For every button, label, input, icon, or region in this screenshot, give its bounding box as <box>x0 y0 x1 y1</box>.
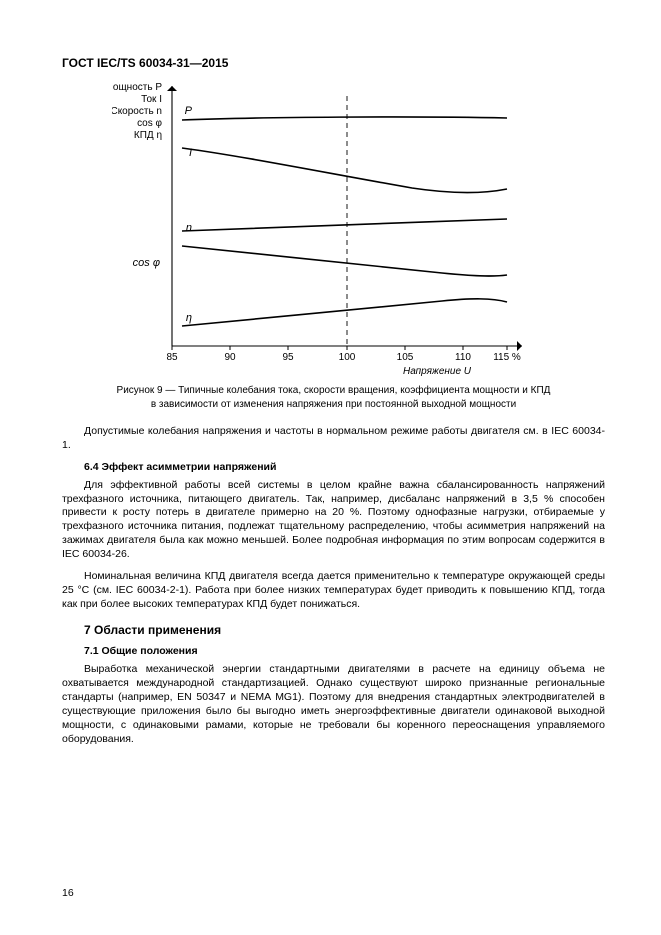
svg-text:95: 95 <box>282 352 294 363</box>
caption-line1: Рисунок 9 — Типичные колебания тока, ско… <box>117 385 551 396</box>
svg-text:Мощность P: Мощность P <box>112 82 162 93</box>
svg-text:cos φ: cos φ <box>137 118 162 129</box>
svg-text:Ток I: Ток I <box>141 94 162 105</box>
svg-text:КПД η: КПД η <box>134 130 162 141</box>
heading-7: 7 Области применения <box>62 623 605 637</box>
standard-code: ГОСТ IEC/TS 60034-31—2015 <box>62 56 605 70</box>
figure-caption: Рисунок 9 — Типичные колебания тока, ско… <box>62 384 605 411</box>
svg-text:Скорость n: Скорость n <box>112 106 162 117</box>
para-applications: Выработка механической энергии стандартн… <box>62 663 605 746</box>
para-allowed-fluctuations: Допустимые колебания напряжения и частот… <box>62 425 605 453</box>
para-asymmetry-1: Для эффективной работы всей системы в це… <box>62 479 605 562</box>
svg-text:90: 90 <box>224 352 236 363</box>
svg-text:cos φ: cos φ <box>133 257 160 269</box>
page-number: 16 <box>62 887 74 899</box>
svg-text:110: 110 <box>455 352 471 363</box>
svg-text:I: I <box>189 147 192 159</box>
para-asymmetry-2: Номинальная величина КПД двигателя всегд… <box>62 570 605 612</box>
svg-text:115 %: 115 % <box>493 352 521 363</box>
caption-line2: в зависимости от изменения напряжения пр… <box>151 399 516 410</box>
heading-7-1: 7.1 Общие положения <box>62 645 605 657</box>
svg-text:85: 85 <box>166 352 178 363</box>
figure-9: 85 90 95 100 105 110 115 % Напряжение U Мощность… <box>62 76 605 376</box>
svg-text:105: 105 <box>397 352 414 363</box>
svg-text:η: η <box>186 312 192 324</box>
heading-6-4: 6.4 Эффект асимметрии напряжений <box>62 461 605 473</box>
svg-text:100: 100 <box>339 352 356 363</box>
svg-text:Напряжение U: Напряжение U <box>403 366 472 376</box>
svg-text:P: P <box>185 105 193 117</box>
svg-text:n: n <box>186 222 192 234</box>
